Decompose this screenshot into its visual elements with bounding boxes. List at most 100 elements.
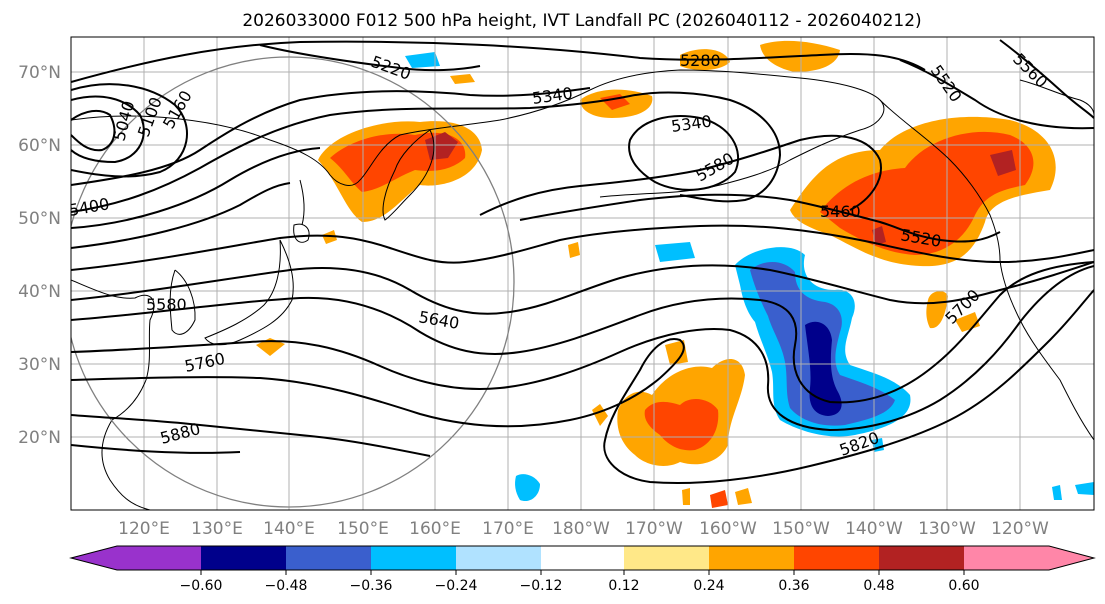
contour-label: 5280	[680, 51, 721, 70]
colorbar-tick-label: 0.60	[948, 578, 979, 594]
lon-label: 120°W	[991, 519, 1049, 539]
colorbar-tick-labels: −0.60 −0.48 −0.36 −0.24 −0.12 0.12 0.24 …	[180, 578, 980, 594]
lat-label: 60°N	[18, 136, 61, 156]
contour-5160	[71, 83, 188, 178]
lat-label: 20°N	[18, 428, 61, 448]
colorbar-tick-label: 0.36	[778, 578, 809, 594]
negative-anomaly-patch	[1075, 482, 1094, 495]
colorbar-tick-label: −0.60	[180, 578, 223, 594]
lat-label: 50°N	[18, 209, 61, 229]
positive-anomaly-patch	[990, 150, 1016, 176]
colorbar-segment	[709, 546, 795, 570]
contour-5340a	[71, 87, 591, 186]
contour-5700	[71, 261, 1094, 404]
colorbar-tick-label: −0.36	[350, 578, 393, 594]
colorbar-tick-label: 0.24	[693, 578, 724, 594]
contour-5520b	[899, 59, 1094, 130]
colorbar-tick-label: −0.48	[265, 578, 308, 594]
contour-5640	[71, 261, 1094, 315]
colorbar-segment	[286, 546, 372, 570]
positive-anomaly-patch	[710, 490, 728, 508]
colorbar-segment	[964, 546, 1049, 570]
height-contours	[71, 39, 1094, 485]
coastline-hudson	[1019, 79, 1094, 116]
coastline-asia	[71, 279, 155, 510]
colorbar-extend-low	[71, 546, 117, 570]
coastline-sakhalin	[299, 179, 305, 226]
negative-anomaly-patch	[405, 52, 440, 68]
negative-anomaly-patch	[1052, 485, 1062, 500]
positive-anomaly-patch	[450, 74, 475, 84]
lat-label: 40°N	[18, 282, 61, 302]
positive-anomaly-patch	[820, 131, 1034, 255]
lon-label: 170°W	[625, 519, 683, 539]
lat-label: 70°N	[18, 63, 61, 83]
negative-anomaly-patch	[805, 321, 842, 416]
contour-label: 5580	[146, 295, 187, 314]
lon-label: 140°W	[845, 519, 903, 539]
negative-anomaly-patch	[655, 242, 695, 262]
contour-5520a	[71, 182, 1001, 249]
coastline-korea	[169, 269, 196, 335]
map-background	[71, 37, 1094, 510]
colorbar-segment	[201, 546, 287, 570]
colorbar-segment	[117, 546, 202, 570]
positive-anomaly-patch	[592, 404, 608, 426]
contour-5460	[71, 134, 882, 229]
contour-5580a	[71, 224, 1094, 271]
lon-label: 150°W	[772, 519, 830, 539]
positive-anomaly-patch	[682, 488, 690, 505]
contour-5820	[71, 289, 1094, 485]
colorbar-outline	[69, 545, 1096, 571]
coastline-kamchatka	[382, 129, 435, 221]
colorbar-extend-high	[1049, 546, 1094, 570]
colorbar-segment	[456, 546, 542, 570]
colorbar-segment	[624, 546, 710, 570]
positive-anomaly-patch	[926, 291, 948, 329]
lon-label: 160°W	[699, 519, 757, 539]
colorbar: −0.60 −0.48 −0.36 −0.24 −0.12 0.12 0.24 …	[69, 545, 1096, 594]
coastline-bc	[879, 99, 1094, 441]
ivt-shading	[256, 40, 1094, 508]
positive-anomaly-patch	[256, 338, 285, 356]
colorbar-tick-label: −0.24	[435, 578, 478, 594]
lon-label: 180°W	[552, 519, 610, 539]
colorbar-tick-label: 0.12	[608, 578, 639, 594]
map-frame	[70, 36, 1095, 511]
coastline-okhotsk	[71, 89, 591, 186]
positive-anomaly-patch	[568, 242, 580, 258]
contour-5880b	[71, 444, 241, 454]
contour-5220	[259, 44, 481, 72]
contour-5100	[71, 95, 145, 164]
positive-anomaly-patch	[665, 340, 688, 365]
lon-label: 130°E	[191, 519, 243, 539]
positive-anomaly-patch	[322, 230, 337, 244]
lon-label: 150°E	[337, 519, 389, 539]
contour-5760	[71, 265, 1094, 432]
range-ring	[71, 56, 515, 508]
contour-label: 5460	[820, 202, 861, 221]
lon-label: 120°E	[118, 519, 170, 539]
lon-label: 160°E	[409, 519, 461, 539]
colorbar-ticks	[200, 570, 965, 575]
map-panel: 5220 5280 5340 5340 5520 5560 5040 5100 …	[71, 37, 1094, 510]
contour-5880	[71, 414, 431, 457]
positive-anomaly-patch	[872, 226, 886, 245]
coastline-alaska	[589, 69, 885, 186]
positive-anomaly-patch	[644, 398, 719, 451]
lon-label: 140°E	[263, 519, 315, 539]
contour-5340b	[628, 115, 740, 191]
colorbar-segment	[371, 546, 457, 570]
colorbar-tick-label: −0.12	[520, 578, 563, 594]
lon-label: 170°E	[482, 519, 534, 539]
contour-5400	[71, 91, 782, 213]
contour-5560	[999, 39, 1094, 119]
colorbar-tick-label: 0.48	[863, 578, 894, 594]
colorbar-segment	[541, 546, 625, 570]
lat-label: 30°N	[18, 355, 61, 375]
contour-5040	[71, 109, 116, 152]
contour-5280	[71, 40, 926, 83]
figure-title: 2026033000 F012 500 hPa height, IVT Land…	[242, 11, 921, 31]
negative-anomaly-patch	[515, 474, 540, 502]
